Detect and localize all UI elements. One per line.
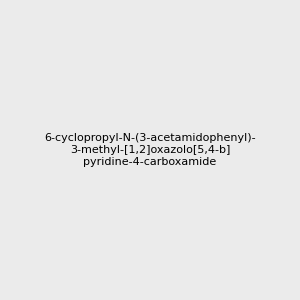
Text: 6-cyclopropyl-N-(3-acetamidophenyl)-
3-methyl-[1,2]oxazolo[5,4-b]
pyridine-4-car: 6-cyclopropyl-N-(3-acetamidophenyl)- 3-m… [44, 134, 256, 166]
